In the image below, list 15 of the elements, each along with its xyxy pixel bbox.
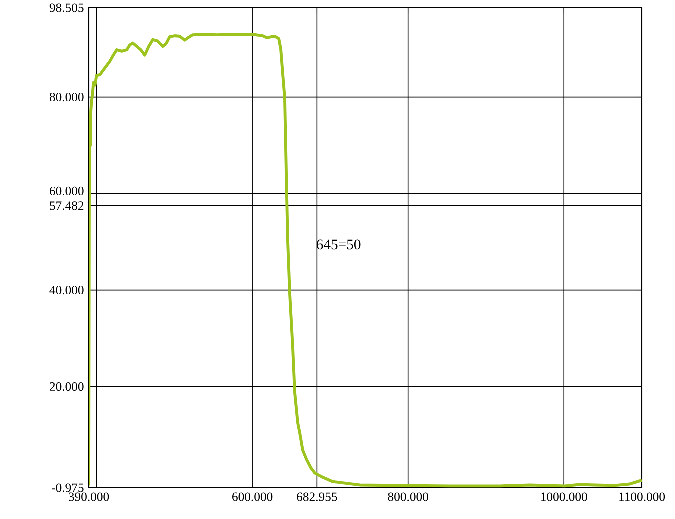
x-tick-label: 1000.000 [541,492,588,502]
y-tick-label: -0.975 [52,484,84,492]
x-tick-label: 600.000 [232,492,273,502]
y-tick-label: 40.000 [50,286,84,295]
x-tick-label: 1100.000 [620,492,666,502]
x-tick-label: 682.955 [297,492,338,502]
x-tick-label: 800.000 [388,492,428,502]
y-tick-label: 98.505 [50,4,84,12]
line-series [89,33,642,488]
y-tick-label: 80.000 [50,92,84,102]
x-tick-label: 390.000 [69,492,110,502]
y-tick-label: 60.000 [50,186,84,196]
y-tick-label: 20.000 [50,382,84,392]
annotation: 645=50 [316,240,361,250]
y-tick-label: 57.482 [50,202,84,210]
